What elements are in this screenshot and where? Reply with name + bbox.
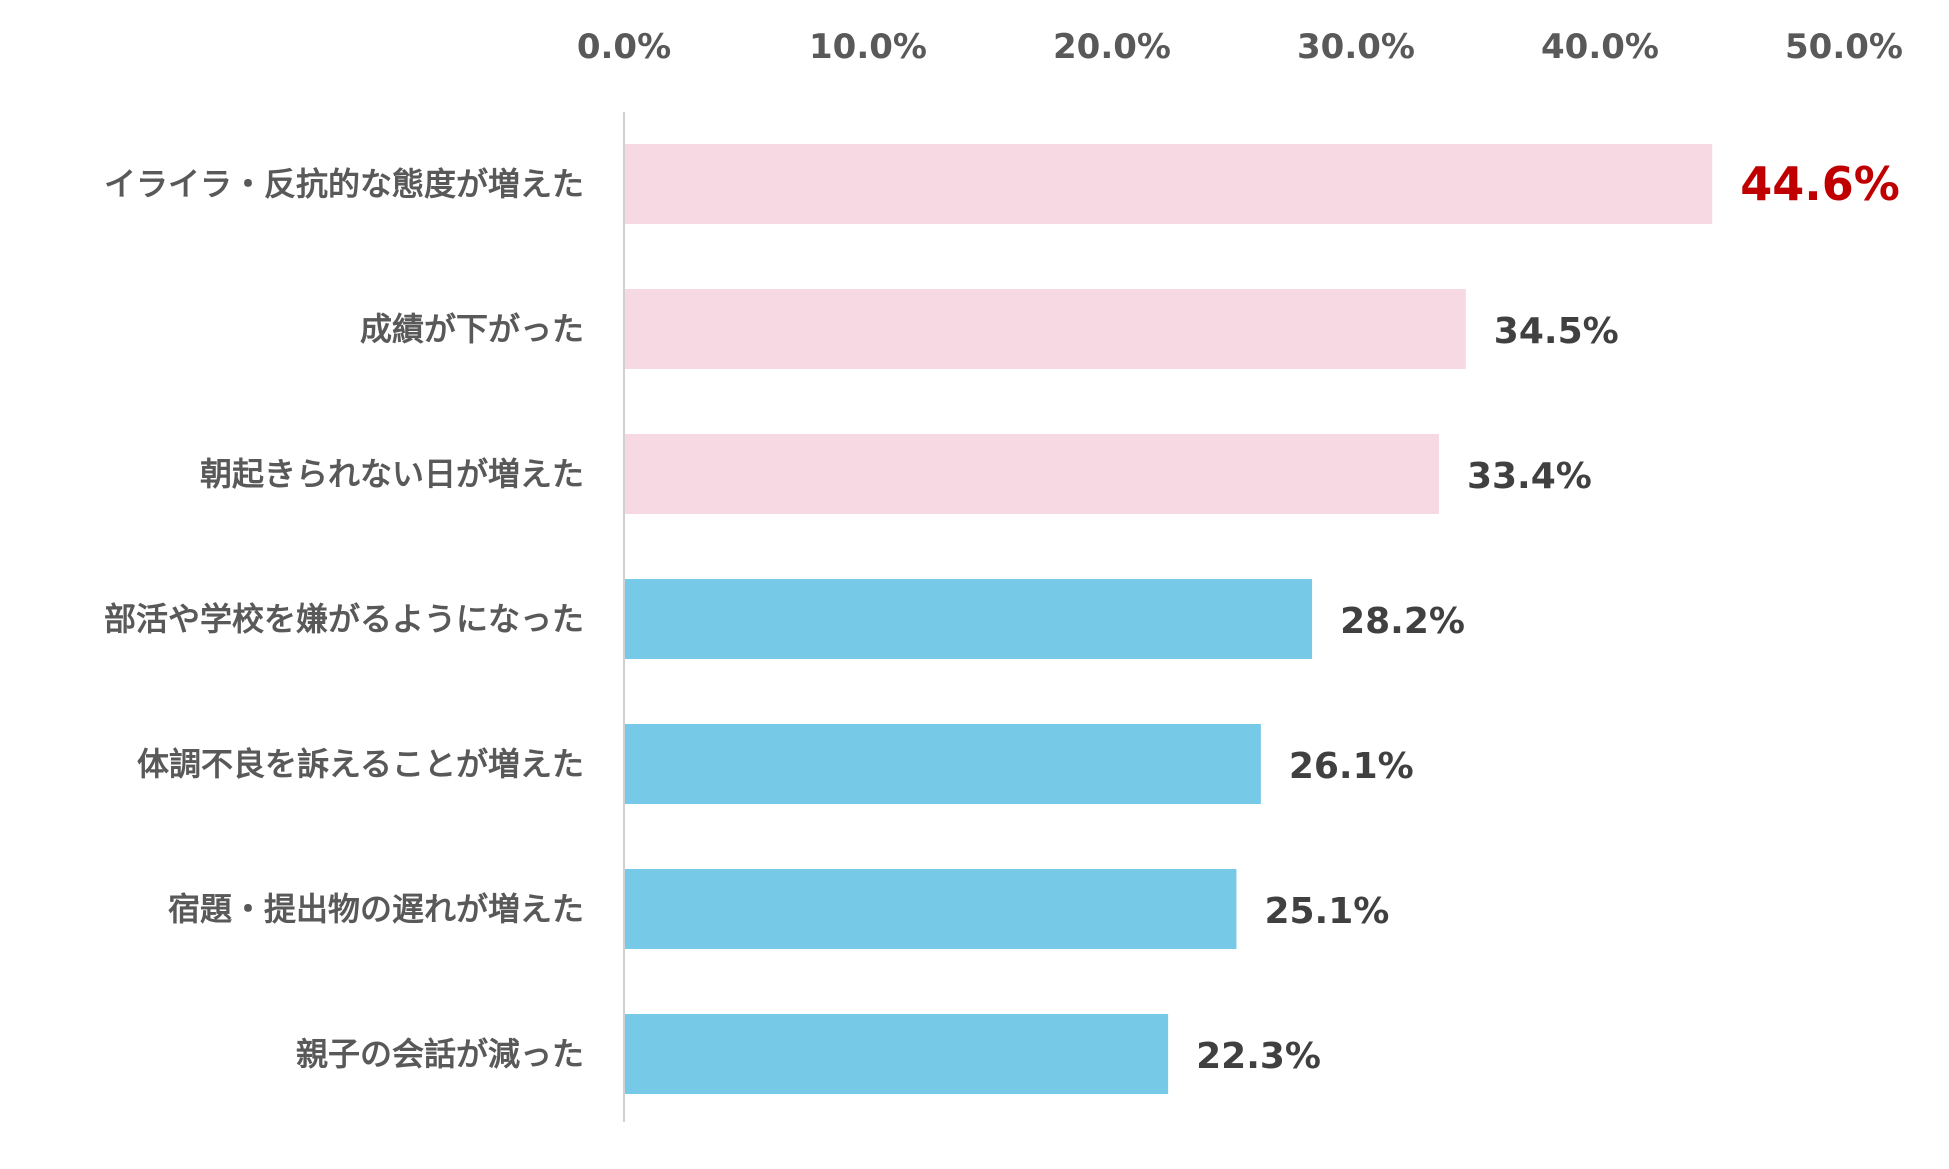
category-label: 部活や学校を嫌がるようになった [104,600,584,638]
bar [625,1014,1169,1094]
data-label: 22.3% [1196,1036,1321,1077]
x-tick-label: 10.0% [809,27,927,67]
x-tick-label: 0.0% [577,27,671,67]
bar [625,144,1713,224]
bar [625,289,1466,369]
category-label: イライラ・反抗的な態度が増えた [104,165,584,203]
category-label: 体調不良を訴えることが増えた [137,745,584,783]
category-label: 朝起きられない日が増えた [200,455,584,493]
category-label: 宿題・提出物の遅れが増えた [168,890,584,928]
data-label: 33.4% [1467,456,1592,497]
category-label: 成績が下がった [360,310,584,348]
bar [625,434,1439,514]
data-label: 44.6% [1740,157,1900,211]
bar [625,724,1261,804]
x-tick-label: 50.0% [1785,27,1903,67]
x-tick-label: 20.0% [1053,27,1171,67]
bar [625,869,1237,949]
data-label: 25.1% [1264,891,1389,932]
data-label: 28.2% [1340,601,1465,642]
data-label: 26.1% [1289,746,1414,787]
x-tick-label: 30.0% [1297,27,1415,67]
category-label: 親子の会話が減った [296,1035,584,1073]
bar [625,579,1313,659]
data-label: 34.5% [1494,311,1619,352]
x-tick-label: 40.0% [1541,27,1659,67]
